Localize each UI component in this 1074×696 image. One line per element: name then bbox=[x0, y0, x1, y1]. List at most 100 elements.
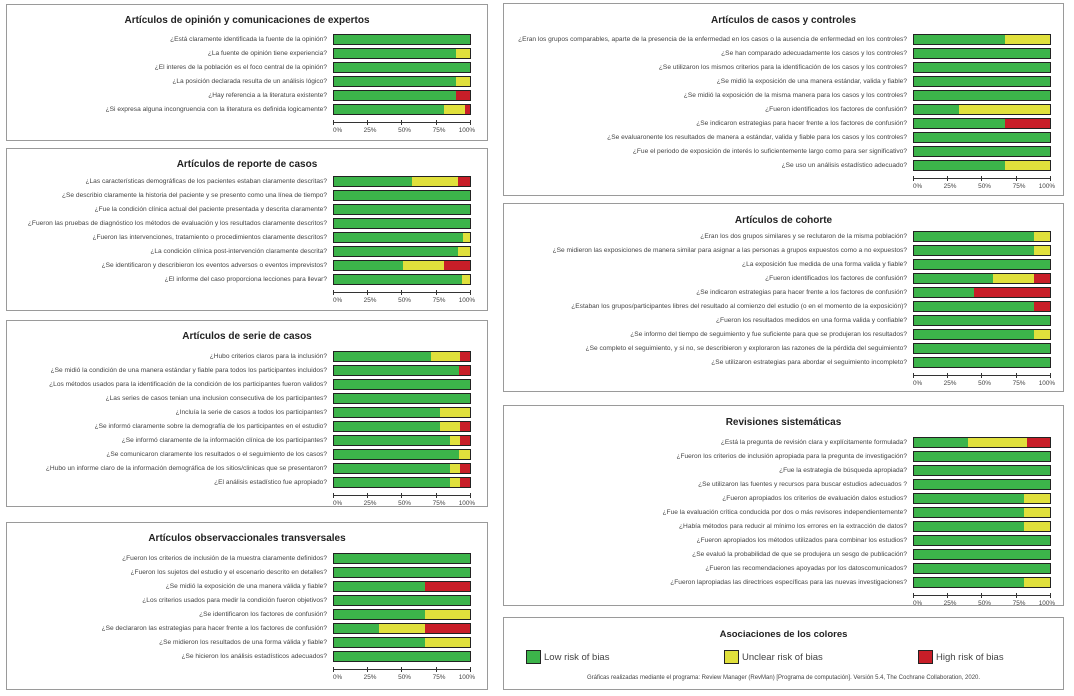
chart-row: ¿Fueron las pruebas de diagnóstico los m… bbox=[13, 216, 471, 230]
bar-segment-high bbox=[1033, 273, 1050, 283]
row-label: ¿Se midió la exposición de una manera es… bbox=[716, 77, 907, 85]
bar-segment-high bbox=[973, 287, 1050, 297]
bar-segment-unclear bbox=[992, 273, 1034, 283]
row-label: ¿Se midieron las exposiciones de manera … bbox=[552, 246, 907, 254]
bar-segment-unclear bbox=[440, 421, 461, 431]
x-tick-label: 100% bbox=[1038, 599, 1056, 607]
stacked-bar bbox=[333, 392, 471, 404]
row-label: ¿Se informó claramente de la información… bbox=[121, 436, 327, 444]
bar-segment-high bbox=[425, 623, 470, 633]
chart-row: ¿Se informo del tiempo de seguimiento y … bbox=[510, 327, 1051, 341]
chart-row: ¿Fueron los resultados medidos en una fo… bbox=[510, 313, 1051, 327]
x-axis-line bbox=[913, 177, 1051, 179]
stacked-bar bbox=[913, 272, 1051, 284]
stacked-bar bbox=[913, 89, 1051, 101]
row-label: ¿El análisis estadístico fue apropiado? bbox=[214, 478, 327, 486]
bar-segment-high bbox=[460, 435, 470, 445]
chart-row: ¿Si expresa alguna incongruencia con la … bbox=[13, 102, 471, 116]
x-tick-label: 25% bbox=[363, 296, 377, 304]
x-tick bbox=[1015, 175, 1017, 181]
bar-segment-unclear bbox=[463, 232, 470, 242]
row-label: ¿La fuente de opinión tiene experiencia? bbox=[207, 49, 327, 57]
stacked-bar bbox=[913, 356, 1051, 368]
x-tick bbox=[946, 372, 948, 378]
row-label: ¿Se indicaron estrategias para hacer fre… bbox=[696, 119, 907, 127]
bar-segment-high bbox=[460, 421, 470, 431]
row-label: ¿Fueron identificados los factores de co… bbox=[765, 274, 907, 282]
x-tick bbox=[333, 289, 334, 295]
bar-segment-unclear bbox=[1024, 577, 1050, 587]
x-tick-label: 50% bbox=[398, 673, 411, 681]
bar-segment-low bbox=[334, 365, 460, 375]
bar-segment-low bbox=[334, 393, 470, 403]
chart-rows: ¿Fueron los criterios de inclusión de la… bbox=[13, 551, 475, 683]
stacked-bar bbox=[333, 189, 471, 201]
row-label: ¿Se completo el seguimiento, y si no, se… bbox=[585, 344, 907, 352]
stacked-bar bbox=[333, 420, 471, 432]
bar-segment-low bbox=[914, 301, 1034, 311]
chart-row: ¿Había métodos para reducir al mínimo lo… bbox=[510, 519, 1051, 533]
chart-row: ¿Fueron las intervenciones, tratamiento … bbox=[13, 230, 471, 244]
bar-segment-unclear bbox=[378, 623, 426, 633]
chart-row: ¿Los criterios usados para medir la cond… bbox=[13, 593, 471, 607]
stacked-bar bbox=[333, 217, 471, 229]
chart-row: ¿Se midió la exposición de una manera vá… bbox=[13, 579, 471, 593]
bar-segment-unclear bbox=[958, 104, 1050, 114]
chart-row: ¿Fueron apropiados los métodos utilizado… bbox=[510, 533, 1051, 547]
x-tick-label: 100% bbox=[458, 296, 476, 304]
chart-row: ¿Se comunicaron claramente los resultado… bbox=[13, 447, 471, 461]
bar-segment-low bbox=[334, 435, 450, 445]
x-axis-line bbox=[333, 494, 471, 496]
x-tick bbox=[435, 119, 437, 125]
stacked-bar bbox=[913, 230, 1051, 242]
bar-segment-low bbox=[914, 549, 1050, 559]
row-label: ¿Se informó claramente sobre la demograf… bbox=[94, 422, 327, 430]
chart-row: ¿Se hicieron los análisis estadísticos a… bbox=[13, 649, 471, 663]
bar-segment-unclear bbox=[1005, 160, 1050, 170]
stacked-bar bbox=[333, 350, 471, 362]
bar-segment-low bbox=[334, 274, 462, 284]
bar-segment-low bbox=[914, 343, 1050, 353]
stacked-bar bbox=[913, 478, 1051, 490]
stacked-bar bbox=[913, 131, 1051, 143]
x-tick-label: 50% bbox=[978, 379, 991, 387]
row-label: ¿Se evaluaronente los resultados de mane… bbox=[607, 133, 907, 141]
x-axis: 0% 25% 50% 75% 100% bbox=[913, 592, 1055, 609]
bar-segment-low bbox=[914, 245, 1034, 255]
bar-segment-unclear bbox=[1033, 245, 1050, 255]
bar-segment-low bbox=[914, 259, 1050, 269]
row-label: ¿Se declararon las estrategias para hace… bbox=[101, 624, 327, 632]
chart-row: ¿Fueron lapropiadas las directrices espe… bbox=[510, 575, 1051, 589]
stacked-bar bbox=[333, 364, 471, 376]
x-tick bbox=[913, 592, 914, 598]
row-label: ¿Está la pregunta de revisión clara y ex… bbox=[720, 438, 907, 446]
chart-row: ¿Fue la evaluación crítica conducida por… bbox=[510, 505, 1051, 519]
x-tick bbox=[946, 175, 948, 181]
bar-segment-unclear bbox=[1033, 329, 1050, 339]
row-label: ¿Se indicaron estrategias para hacer fre… bbox=[696, 288, 907, 296]
chart-row: ¿Se utilizaron las fuentes y recursos pa… bbox=[510, 477, 1051, 491]
row-label: ¿Se comunicaron claramente los resultado… bbox=[106, 450, 327, 458]
chart-row: ¿La condición clínica post-intervención … bbox=[13, 244, 471, 258]
row-label: ¿Fueron los resultados medidos en una fo… bbox=[716, 316, 907, 324]
legend-item-unclear: Unclear risk of bias bbox=[724, 650, 823, 664]
x-axis-row: 0% 25% 50% 75% 100% bbox=[13, 286, 475, 306]
x-tick-label: 75% bbox=[1012, 599, 1026, 607]
row-label: ¿Hubo un informe claro de la información… bbox=[45, 464, 327, 472]
row-label: ¿Las características demográficas de los… bbox=[85, 177, 327, 185]
bar-segment-low bbox=[334, 407, 441, 417]
stacked-bar bbox=[913, 117, 1051, 129]
stacked-bar bbox=[333, 89, 471, 101]
chart-row: ¿Se utilizaron estrategias para abordar … bbox=[510, 355, 1051, 369]
x-tick-label: 75% bbox=[432, 296, 446, 304]
chart-row: ¿Se informó claramente de la información… bbox=[13, 433, 471, 447]
credit-note: Gráficas realizadas mediante el programa… bbox=[586, 675, 981, 681]
legend-panel: Asociaciones de los colores Low risk of … bbox=[503, 617, 1064, 690]
chart-row: ¿El análisis estadístico fue apropiado? bbox=[13, 475, 471, 489]
stacked-bar bbox=[333, 203, 471, 215]
stacked-bar bbox=[333, 245, 471, 257]
row-label: ¿Los métodos usados para la identificaci… bbox=[49, 380, 327, 388]
stacked-bar bbox=[333, 175, 471, 187]
x-tick-label: 50% bbox=[398, 499, 411, 507]
bar-segment-low bbox=[334, 190, 470, 200]
